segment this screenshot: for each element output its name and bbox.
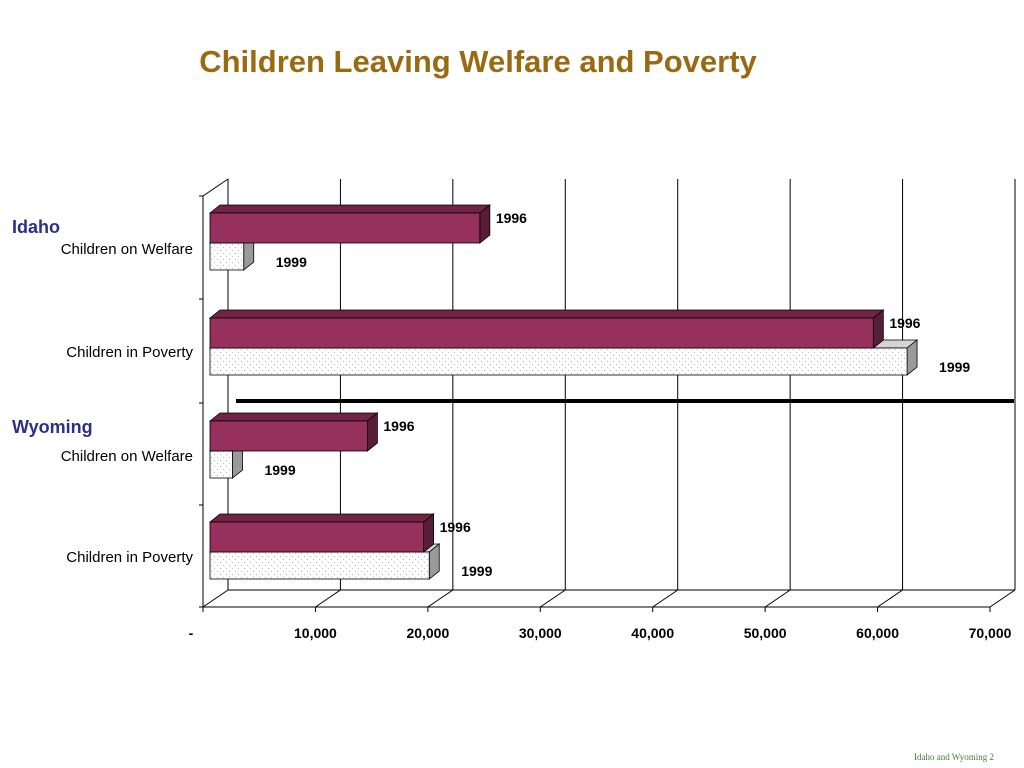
bar-1996-top: [208, 309, 885, 319]
x-tick-label: 30,000: [519, 625, 562, 641]
x-tick-label: -: [189, 625, 194, 641]
chart-labels: - 10,000 20,000 30,000 40,000 50,000 60,000 70,…: [12, 210, 1014, 641]
category-label: Children on Welfare: [61, 241, 193, 258]
category-label: Children in Poverty: [66, 344, 193, 361]
bar-1996: [208, 412, 379, 452]
bar-label-1996: 1996: [440, 519, 471, 535]
chart-bars: [208, 204, 919, 580]
chart-title: Children Leaving Welfare and Poverty: [199, 44, 757, 79]
floor-line: [877, 589, 903, 608]
bar-label-1999: 1999: [276, 254, 307, 270]
category-label: Children in Poverty: [66, 549, 193, 566]
x-tick-label: 60,000: [856, 625, 899, 641]
bar-1996-face: [209, 317, 874, 349]
bar-1996: [208, 309, 885, 349]
bar-1999-face: [209, 242, 245, 271]
floor-line: [315, 589, 341, 608]
slide-footer: Idaho and Wyoming 2: [913, 752, 994, 762]
bar-1996: [208, 204, 491, 244]
bar-1996-top: [208, 513, 435, 523]
bar-1996-face: [209, 521, 425, 553]
bar-1996-face: [209, 212, 481, 244]
bar-1996-face: [209, 420, 368, 452]
axis-corner: [202, 178, 229, 197]
bar-label-1996: 1996: [383, 418, 414, 434]
bar-1996: [208, 513, 435, 553]
x-tick-label: 70,000: [969, 625, 1012, 641]
x-tick-label: 40,000: [631, 625, 674, 641]
x-tick-label: 10,000: [294, 625, 337, 641]
bar-1996-top: [208, 412, 379, 422]
bar-label-1999: 1999: [461, 563, 492, 579]
bar-label-1996: 1996: [889, 315, 920, 331]
group-label: Idaho: [12, 217, 60, 237]
bar-1999-face: [209, 450, 233, 479]
bar-1996-top: [208, 204, 491, 214]
floor-line: [764, 589, 791, 608]
floor-line: [652, 589, 678, 608]
category-label: Children on Welfare: [61, 448, 193, 465]
chart-grid: [199, 178, 1016, 612]
bar-label-1999: 1999: [264, 462, 295, 478]
floor-line: [989, 589, 1016, 608]
floor-line: [540, 589, 566, 608]
x-tick-label: 20,000: [406, 625, 449, 641]
floor-line: [427, 589, 454, 608]
bar-label-1996: 1996: [496, 210, 527, 226]
x-tick-label: 50,000: [744, 625, 787, 641]
bar-1999-face: [209, 347, 908, 376]
group-label: Wyoming: [12, 417, 93, 437]
bar-1999-face: [209, 551, 430, 580]
floor-line: [202, 589, 229, 608]
bar-label-1999: 1999: [939, 359, 970, 375]
